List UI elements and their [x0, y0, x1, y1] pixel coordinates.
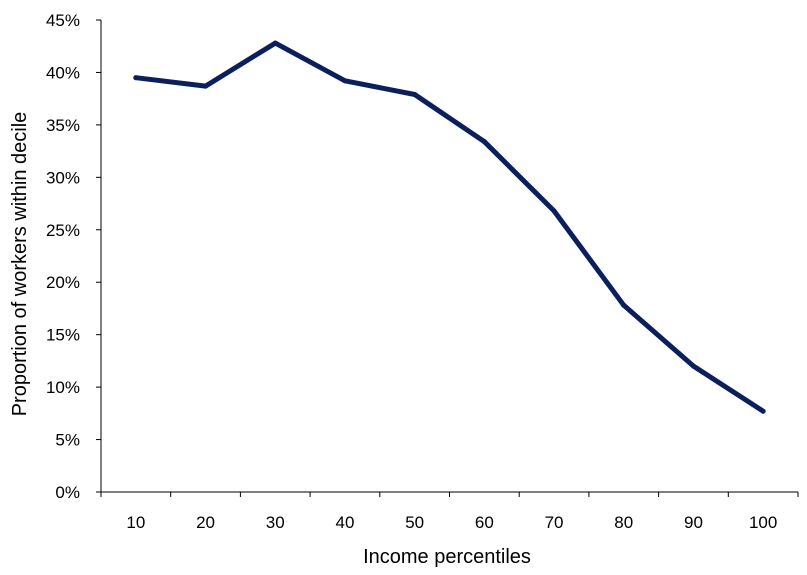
x-tick-label: 20: [196, 513, 215, 532]
data-point: [760, 408, 766, 414]
y-tick-label: 35%: [46, 116, 80, 135]
data-point: [272, 40, 278, 46]
x-tick-label: 80: [614, 513, 633, 532]
y-tick-label: 45%: [46, 11, 80, 30]
y-tick-label: 40%: [46, 63, 80, 82]
x-axis-title: Income percentiles: [363, 546, 531, 568]
y-tick-label: 20%: [46, 273, 80, 292]
data-point: [621, 302, 627, 308]
x-tick-label: 40: [335, 513, 354, 532]
data-point: [481, 139, 487, 145]
x-tick-label: 10: [126, 513, 145, 532]
y-tick-label: 5%: [55, 431, 80, 450]
y-axis-title: Proportion of workers within decile: [9, 112, 31, 417]
data-point: [412, 91, 418, 97]
series-layer: [133, 40, 766, 414]
y-tick-label: 0%: [55, 483, 80, 502]
data-point: [203, 83, 209, 89]
data-point: [690, 363, 696, 369]
x-tick-label: 100: [749, 513, 777, 532]
x-tick-label: 90: [684, 513, 703, 532]
y-axis: 0% 5% 10% 15% 20% 25% 30% 35% 40% 45%: [46, 11, 102, 502]
x-tick-label: 50: [405, 513, 424, 532]
series-line: [133, 40, 766, 414]
y-tick-label: 25%: [46, 221, 80, 240]
x-axis: 10 20 30 40 50 60 70 80 90 100: [100, 491, 799, 532]
data-point: [133, 75, 139, 81]
y-tick-label: 15%: [46, 326, 80, 345]
data-point: [342, 78, 348, 84]
x-tick-label: 60: [475, 513, 494, 532]
y-tick-label: 30%: [46, 168, 80, 187]
x-tick-label: 30: [266, 513, 285, 532]
x-tick-label: 70: [545, 513, 564, 532]
data-point: [551, 208, 557, 214]
y-tick-label: 10%: [46, 378, 80, 397]
